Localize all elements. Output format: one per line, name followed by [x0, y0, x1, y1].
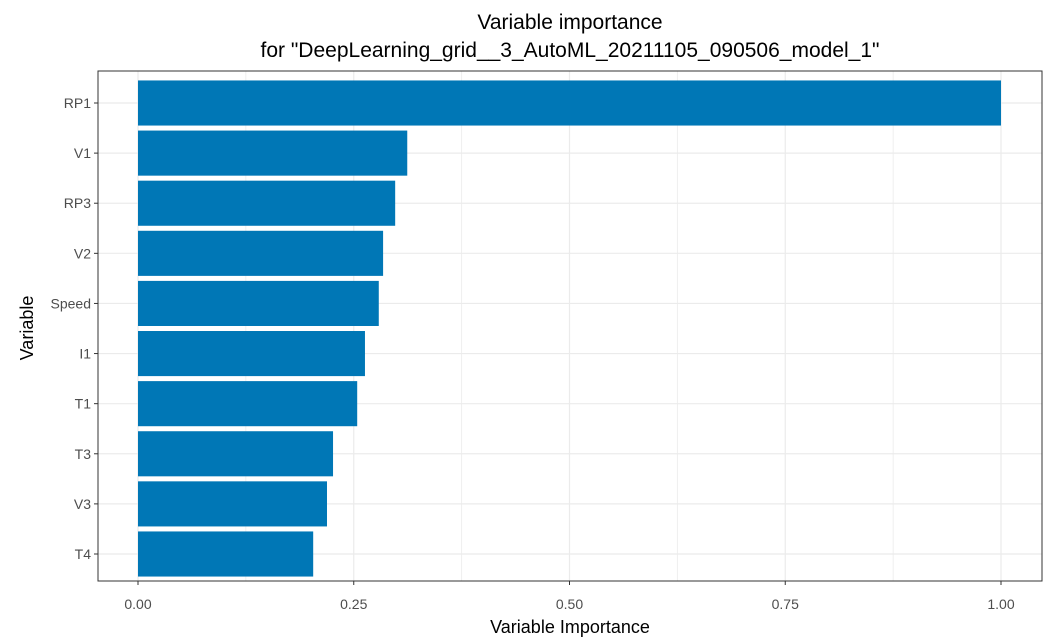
x-tick-label: 0.75 [772, 596, 799, 612]
x-tick-label: 0.25 [340, 596, 367, 612]
bar-v3 [138, 481, 327, 527]
y-tick-label: Speed [51, 295, 91, 311]
chart-subtitle: for "DeepLearning_grid__3_AutoML_2021110… [261, 39, 880, 62]
y-tick-label: T3 [75, 446, 92, 462]
y-tick-label: RP1 [64, 95, 91, 111]
chart-title: Variable importance [477, 11, 662, 34]
y-tick-label: T4 [75, 546, 92, 562]
bar-t4 [138, 531, 314, 577]
y-tick-label: I1 [79, 346, 91, 362]
bar-i1 [138, 331, 365, 377]
y-tick-label: V2 [74, 245, 91, 261]
plot-panel [97, 70, 1043, 582]
bar-rp1 [138, 80, 1001, 126]
y-tick-label: T1 [75, 396, 92, 412]
x-axis-title: Variable Importance [490, 617, 650, 637]
y-axis-ticks: RP1 V1 RP3 V2 Speed I1 T1 T3 V3 T4 [51, 95, 98, 562]
y-tick-label: RP3 [64, 195, 91, 211]
x-tick-label: 0.00 [124, 596, 151, 612]
y-axis-title: Variable [17, 296, 37, 361]
x-tick-label: 0.50 [556, 596, 583, 612]
bar-v1 [138, 130, 408, 176]
bar-t1 [138, 381, 358, 427]
x-tick-label: 1.00 [987, 596, 1014, 612]
y-tick-label: V1 [74, 145, 91, 161]
bar-v2 [138, 230, 384, 276]
bar-speed [138, 280, 379, 326]
bars [138, 80, 1001, 577]
y-tick-label: V3 [74, 496, 91, 512]
bar-t3 [138, 431, 334, 477]
x-axis-ticks: 0.00 0.25 0.50 0.75 1.00 [124, 581, 1015, 612]
bar-rp3 [138, 180, 396, 226]
